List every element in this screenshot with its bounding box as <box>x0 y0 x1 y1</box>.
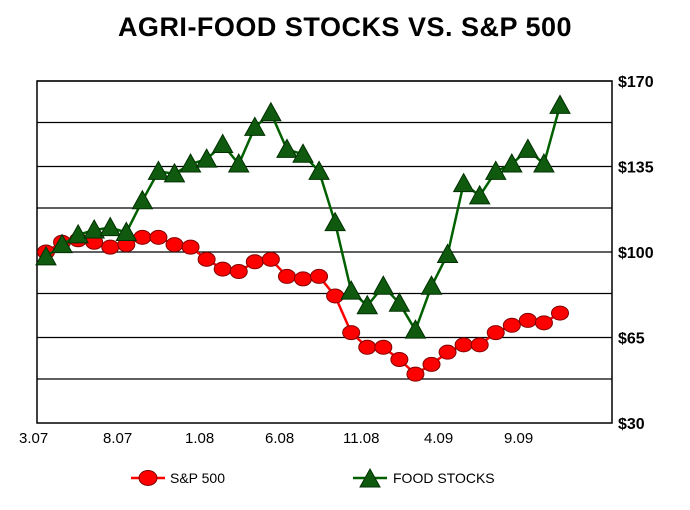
sp500-point <box>422 356 441 372</box>
sp500-point <box>454 337 473 353</box>
sp500-point <box>213 261 232 277</box>
food-stocks-point <box>388 292 411 312</box>
food-stocks-point <box>324 211 346 232</box>
legend-food-marker <box>359 467 381 488</box>
x-tick-label: 3.07 <box>19 430 48 447</box>
food-stocks-point <box>147 160 170 180</box>
x-tick-label: 9.09 <box>504 430 533 447</box>
sp500-point <box>277 268 296 284</box>
sp500-point <box>326 288 345 304</box>
food-stocks-point <box>468 184 491 205</box>
sp500-point <box>101 239 120 255</box>
x-tick-label: 6.08 <box>265 430 294 447</box>
food-stocks-line <box>45 105 562 332</box>
chart-title: AGRI-FOOD STOCKS VS. S&P 500 <box>117 12 573 42</box>
y-tick-label: $135 <box>618 160 654 177</box>
y-tick-label: $170 <box>618 74 654 91</box>
sp500-point <box>261 251 280 267</box>
x-tick-label: 4.09 <box>424 430 453 447</box>
sp500-point <box>310 268 329 284</box>
food-stocks-point <box>340 280 363 300</box>
food-stocks-point <box>533 153 555 173</box>
food-stocks-point <box>276 138 298 158</box>
food-stocks-point <box>549 94 571 114</box>
food-stocks-point <box>243 116 266 136</box>
food-stocks-point <box>517 138 539 158</box>
sp500-point <box>181 239 200 255</box>
sp500-point <box>390 351 409 367</box>
food-stocks-point <box>452 172 475 193</box>
food-stocks-point <box>292 143 314 163</box>
sp500-point <box>551 305 569 321</box>
food-stocks-point <box>227 153 250 173</box>
x-axis-labels: 3.07 8.07 1.08 6.08 11.08 4.09 9.09 <box>19 430 533 447</box>
sp500-point <box>470 337 489 353</box>
sp500-point <box>149 229 168 245</box>
sp500-point <box>518 312 537 328</box>
y-tick-label: $65 <box>618 331 645 348</box>
sp500-point <box>229 264 248 280</box>
sp500-point <box>374 339 393 355</box>
x-tick-label: 11.08 <box>343 430 379 447</box>
food-stocks-point <box>260 101 282 122</box>
food-stocks-point <box>372 275 395 295</box>
legend: S&P 500 FOOD STOCKS <box>131 467 495 488</box>
food-stocks-point <box>67 223 89 244</box>
x-tick-label: 8.07 <box>103 430 132 447</box>
food-stocks-point <box>308 160 330 180</box>
x-tick-label: 1.08 <box>185 430 214 447</box>
food-stocks-point <box>83 218 106 239</box>
sp500-point <box>438 344 457 360</box>
food-stocks-point <box>500 153 523 173</box>
food-stocks-point <box>163 162 186 183</box>
sp500-point <box>197 251 216 267</box>
food-stocks-point <box>436 243 459 263</box>
food-stocks-point <box>99 216 122 237</box>
food-stocks-point <box>115 221 138 241</box>
sp500-point <box>406 366 425 382</box>
food-stocks-point <box>35 245 57 266</box>
legend-sp500-label: S&P 500 <box>170 470 225 486</box>
food-stocks-point <box>51 233 73 254</box>
sp500-point <box>342 325 361 341</box>
sp500-point <box>486 325 505 341</box>
sp500-point <box>502 317 521 333</box>
food-stocks-point <box>420 275 443 295</box>
food-stocks-point <box>179 153 202 173</box>
legend-sp500-marker <box>138 470 158 486</box>
food-stocks-point <box>356 294 379 315</box>
food-stocks-point <box>195 148 218 168</box>
sp500-point <box>165 237 184 253</box>
food-stocks-point <box>404 319 427 339</box>
series-food-stocks <box>35 94 571 339</box>
sp500-point <box>245 254 264 270</box>
sp500-line <box>45 236 561 376</box>
y-axis-labels: $170 $135 $100 $65 $30 <box>618 74 654 433</box>
y-tick-label: $100 <box>618 245 654 262</box>
sp500-point <box>358 339 377 355</box>
y-tick-label: $30 <box>618 416 645 433</box>
sp500-point <box>133 229 152 245</box>
food-stocks-point <box>484 160 507 180</box>
food-stocks-point <box>211 133 234 154</box>
legend-food-label: FOOD STOCKS <box>393 470 495 486</box>
food-stocks-point <box>131 189 154 210</box>
series-sp500 <box>37 229 569 382</box>
sp500-point <box>294 271 312 287</box>
sp500-point <box>534 315 553 331</box>
